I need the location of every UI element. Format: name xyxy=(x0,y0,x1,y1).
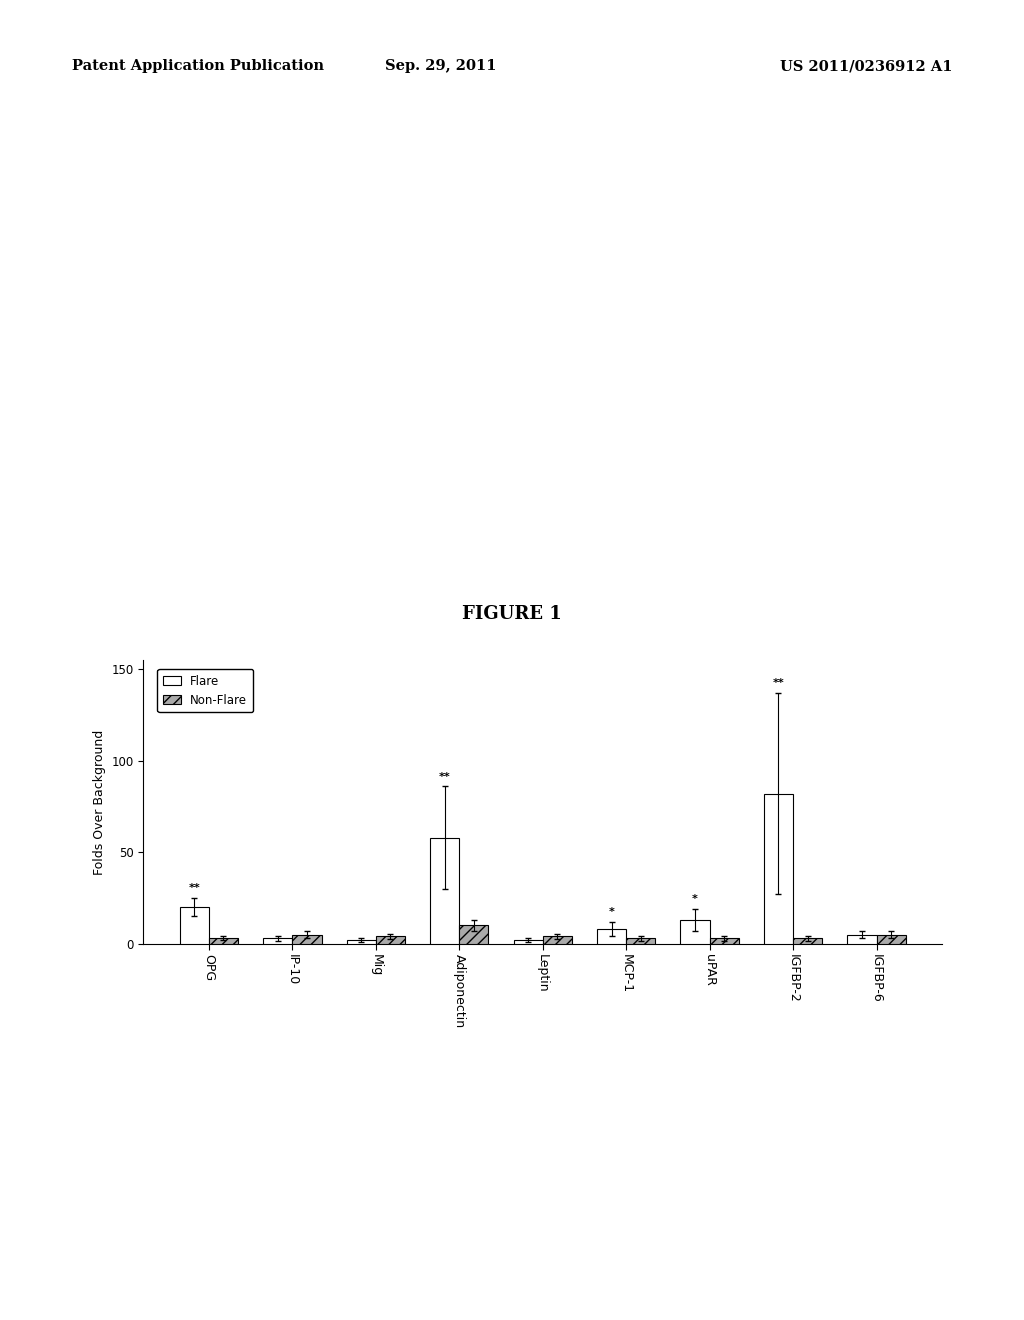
Text: **: ** xyxy=(773,678,784,689)
Text: **: ** xyxy=(438,772,451,781)
Bar xyxy=(543,936,572,944)
Text: *: * xyxy=(692,895,698,904)
Bar xyxy=(209,939,239,944)
Bar xyxy=(513,940,543,944)
Bar xyxy=(847,935,877,944)
Bar xyxy=(430,838,459,944)
Text: Sep. 29, 2011: Sep. 29, 2011 xyxy=(385,59,496,74)
Bar xyxy=(179,907,209,944)
Text: Patent Application Publication: Patent Application Publication xyxy=(72,59,324,74)
Bar xyxy=(346,940,376,944)
Legend: Flare, Non-Flare: Flare, Non-Flare xyxy=(158,669,253,713)
Text: **: ** xyxy=(188,883,200,894)
Bar xyxy=(680,920,710,944)
Y-axis label: Folds Over Background: Folds Over Background xyxy=(93,729,105,875)
Bar xyxy=(627,939,655,944)
Text: US 2011/0236912 A1: US 2011/0236912 A1 xyxy=(780,59,952,74)
Bar xyxy=(764,793,794,944)
Bar xyxy=(263,939,292,944)
Bar xyxy=(597,929,627,944)
Bar xyxy=(710,939,739,944)
Bar xyxy=(459,925,488,944)
Text: FIGURE 1: FIGURE 1 xyxy=(462,605,562,623)
Bar xyxy=(292,935,322,944)
Text: *: * xyxy=(608,907,614,917)
Bar xyxy=(877,935,906,944)
Bar xyxy=(376,936,406,944)
Bar xyxy=(794,939,822,944)
